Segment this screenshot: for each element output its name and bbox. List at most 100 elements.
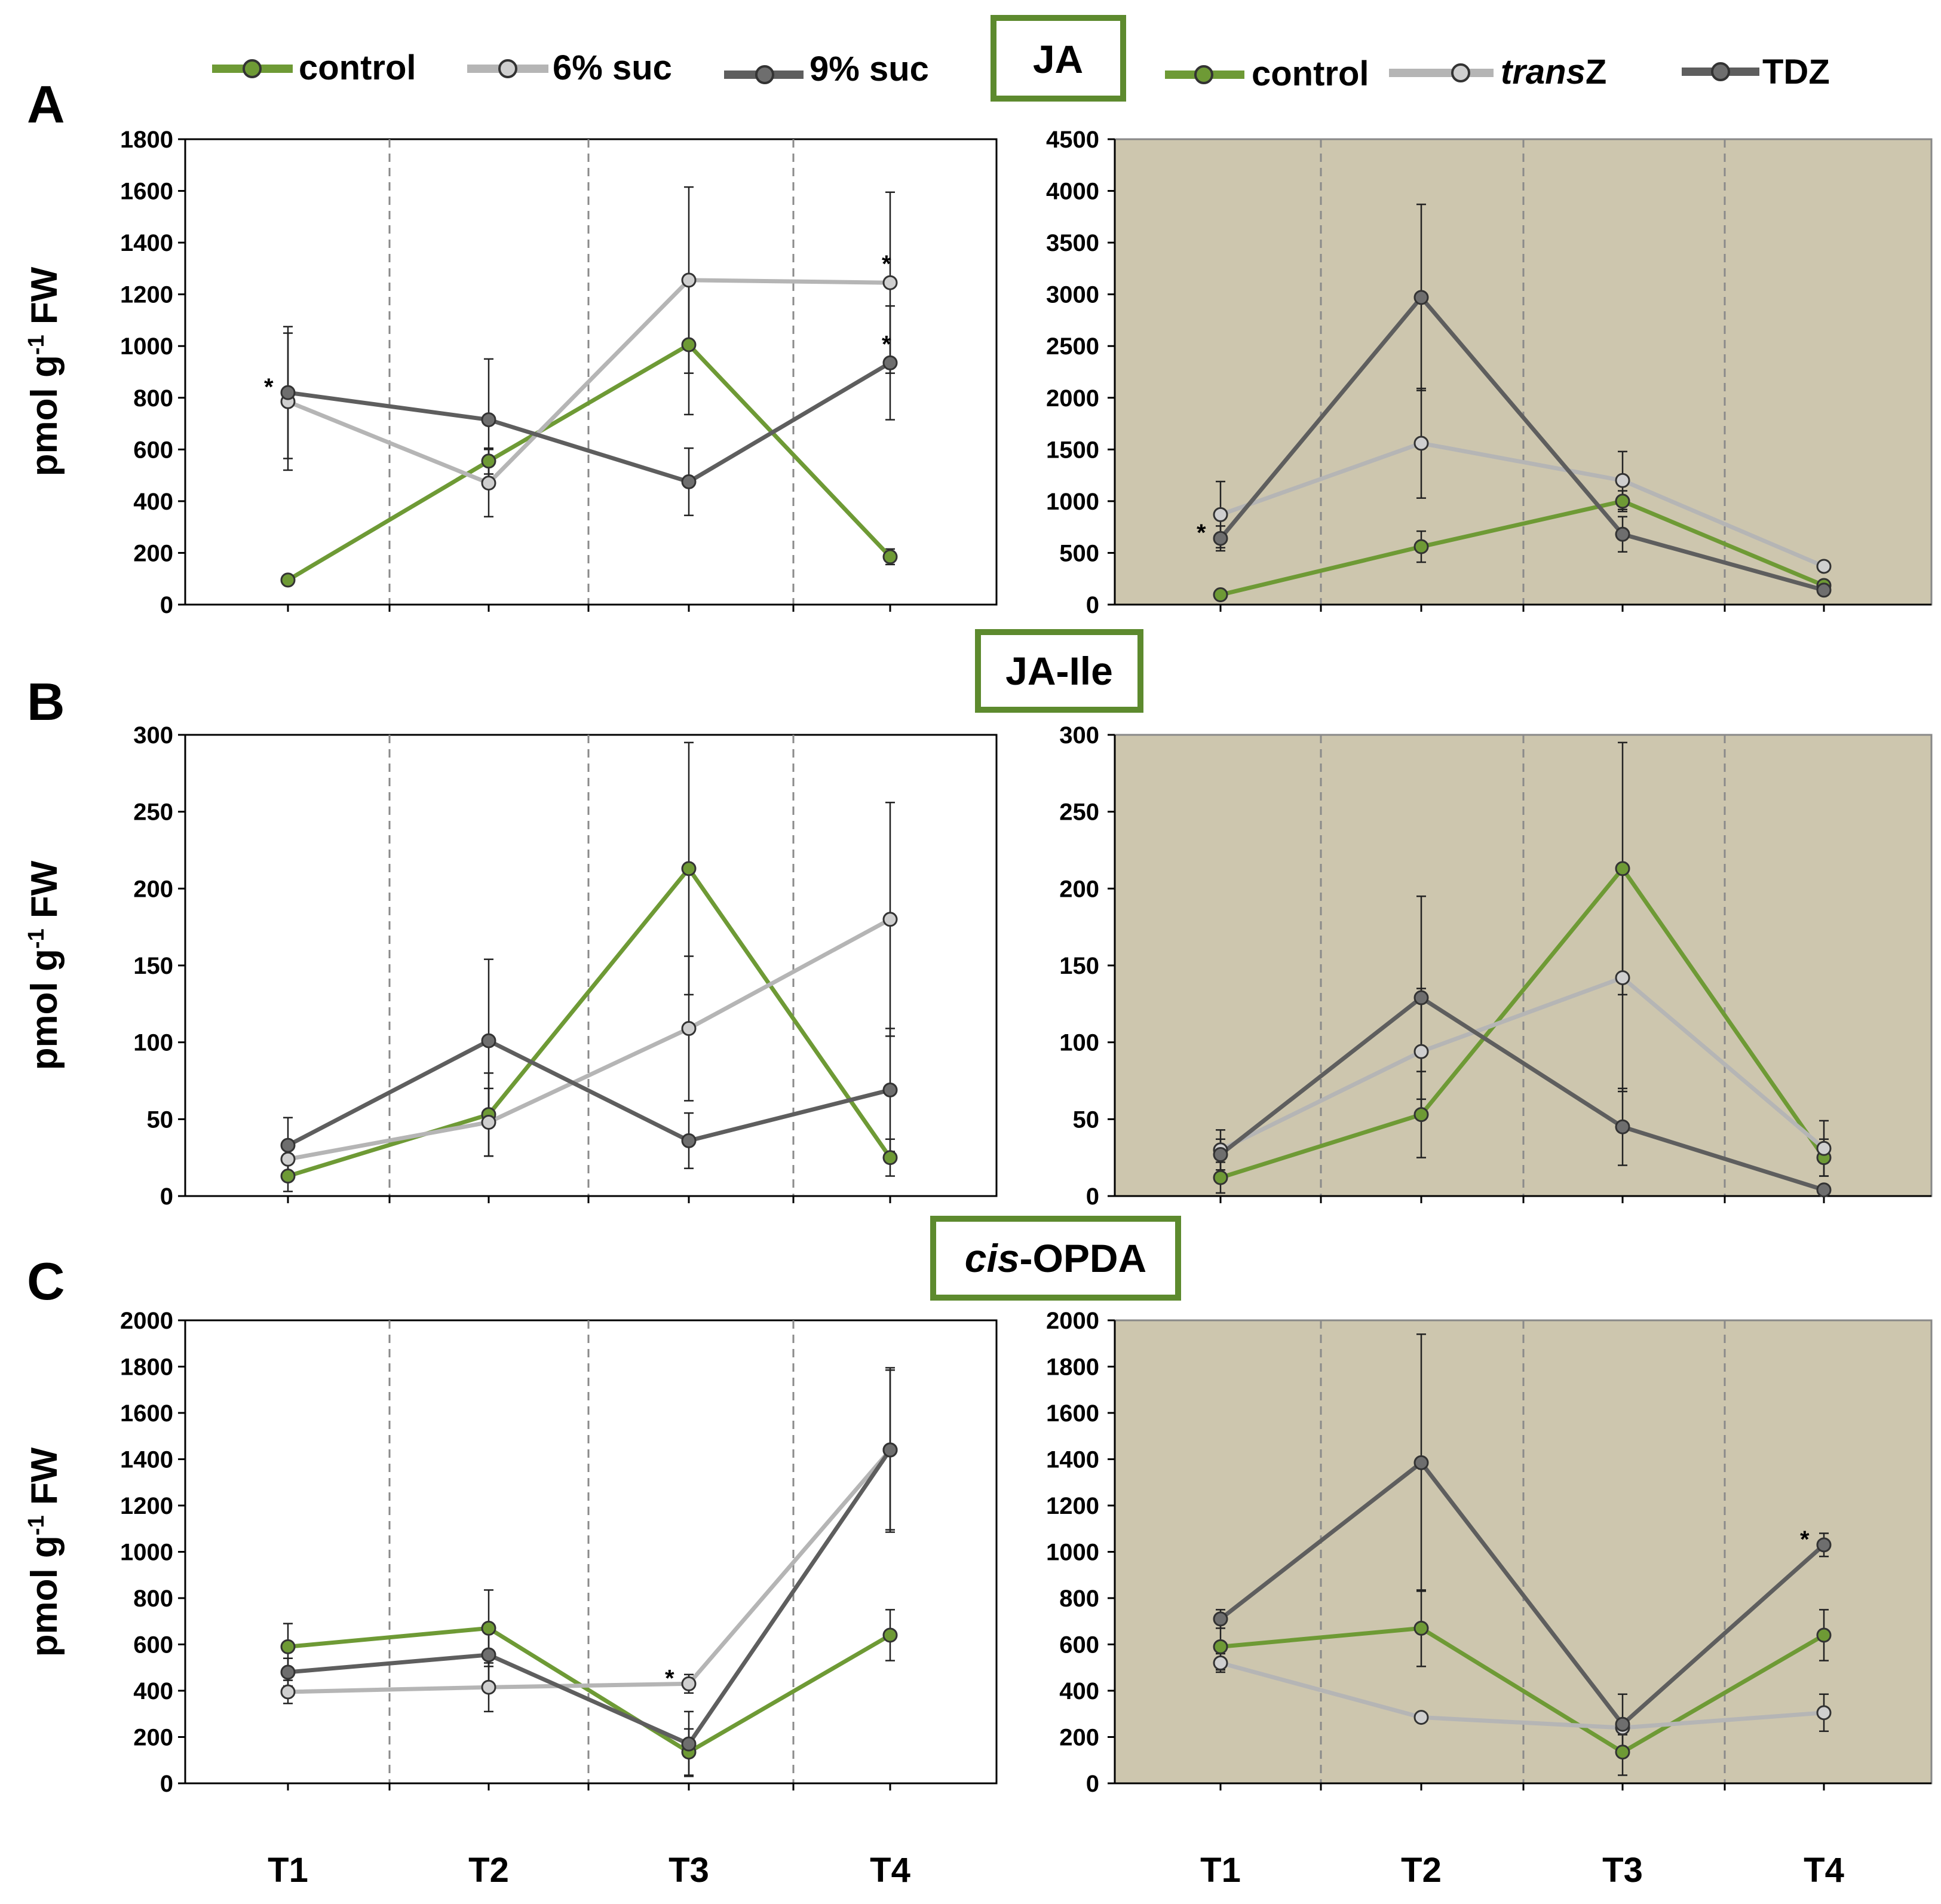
legend-right-transZ: transZ [1389,53,1606,91]
data-point-control-t2 [1413,539,1429,554]
data-point-tdz-t1 [1213,531,1228,546]
data-point-6-suc-t2 [481,1679,496,1695]
legend-right-transZ-italic: trans [1501,53,1586,91]
data-point-tdz-t3 [1615,526,1630,542]
data-point-control-t1 [280,1639,296,1654]
y-axis-label-main: pmol g [24,355,65,476]
y-tick-label: 200 [1059,1725,1099,1751]
y-tick-label: 1000 [120,1540,173,1566]
y-tick-label: 1800 [120,127,173,153]
y-tick-label: 3500 [1046,230,1099,256]
category-label-left-t3: T3 [669,1851,709,1890]
data-point-9-suc-t1 [280,1664,296,1680]
data-point-control-t3 [1615,861,1630,876]
data-point-control-t1 [1213,1170,1228,1185]
plot-area [184,734,998,1197]
legend-right-transZ-label: transZ [1501,53,1606,91]
data-point-9-suc-t2 [481,1647,496,1663]
header-cis-opda-rest: -OPDA [1020,1236,1147,1280]
legend-left-control: control [212,48,416,87]
significance-star: * [882,331,891,357]
y-tick-label: 1800 [120,1354,173,1381]
legend-right-transZ-marker [1451,63,1470,82]
data-point-control-t4 [882,1150,898,1166]
legend-left-suc9-label: 9% suc [809,50,929,88]
data-point-6-suc-t1 [280,1684,296,1700]
data-point-9-suc-t3 [681,1736,697,1752]
series-line-tdz [1219,295,1825,593]
y-tick-label: 400 [133,489,173,515]
data-point-6-suc-t3 [681,1676,697,1691]
header-ja-box [991,15,1126,102]
panel-letter-c: C [27,1252,65,1311]
y-axis-label-main: pmol g [24,1535,65,1657]
data-point-6-suc-t1 [280,1151,296,1167]
y-tick-label: 1200 [1046,1493,1099,1519]
series-line-transz [1219,976,1826,1152]
y-axis-label-tail: FW [24,860,65,928]
plot-area [184,1319,998,1785]
data-point-tdz-t1 [1213,1147,1228,1163]
y-tick-label: 250 [133,799,173,826]
data-point-control-t2 [1413,1620,1429,1636]
bottom-category-labels: T1 T2 T3 T4 T1 T2 T3 T4 [268,1851,1844,1890]
y-tick-label: 1600 [120,179,173,205]
data-point-transz-t2 [1413,436,1429,451]
data-point-tdz-t2 [1413,990,1429,1005]
y-tick-label: 4000 [1046,179,1099,205]
data-point-tdz-t3 [1615,1119,1630,1135]
legend-left: control 6% suc 9% suc [212,48,929,88]
y-tick-label: 250 [1059,799,1099,826]
y-tick-label: 1500 [1046,437,1099,463]
legend-right-transZ-rest: Z [1586,53,1606,91]
data-point-transz-t3 [1615,473,1630,488]
legend-right-TDZ-label: TDZ [1762,53,1830,91]
legend-left-control-marker [243,59,262,78]
y-tick-label: 400 [1059,1678,1099,1704]
legend-right-control: control [1165,54,1369,93]
data-point-transz-t1 [1213,1655,1228,1670]
significance-star: * [1800,1526,1810,1553]
y-tick-label: 1600 [1046,1400,1099,1427]
data-point-control-t4 [882,549,898,565]
y-tick-label: 200 [133,540,173,566]
series-line-transz [1219,441,1825,569]
significance-star: * [882,251,891,277]
y-tick-label: 1400 [120,1447,173,1473]
series-line-control [1219,866,1826,1180]
header-ja: JA [991,15,1126,102]
legend-right-TDZ-marker [1711,62,1730,81]
series-line-6-suc [287,1448,892,1694]
data-point-tdz-t3 [1615,1716,1630,1732]
data-point-control-t2 [481,453,496,469]
data-point-control-t4 [1816,1627,1832,1643]
y-tick-label: 100 [133,1030,173,1056]
y-tick-label: 300 [133,722,173,749]
legend-right-TDZ: TDZ [1682,53,1830,91]
data-point-transz-t3 [1615,970,1630,986]
header-cis-opda-box [930,1216,1181,1301]
series-line-tdz [1219,1460,1826,1727]
panel-letter-b: B [27,672,65,731]
y-tick-label: 0 [160,1771,173,1797]
legend-left-suc9-marker [755,65,774,84]
y-tick-label: 0 [160,1184,173,1210]
y-tick-label: 200 [1059,876,1099,902]
significance-star: * [264,374,274,400]
y-tick-label: 1000 [1046,1540,1099,1566]
legend-left-suc6: 6% suc [467,48,672,87]
chart-ja-ile-left: 0 50 100 150 200 250 300 [133,722,998,1210]
data-point-transz-t2 [1413,1710,1429,1725]
y-tick-label: 2000 [1046,1308,1099,1334]
y-tick-label: 1800 [1046,1354,1099,1381]
series-line-9-suc [287,1038,891,1148]
data-point-control-t3 [681,861,697,876]
y-tick-label: 1400 [1046,1447,1099,1473]
data-point-control-t3 [1615,1744,1630,1760]
data-point-transz-t4 [1816,1705,1832,1721]
data-point-tdz-t2 [1413,290,1429,305]
chart-ja-left: 0 200 400 600 800 1000 1200 1400 1600 1800 * * * [120,127,998,618]
series-line-9-suc [287,1449,892,1746]
data-point-6-suc-t2 [481,1114,496,1130]
legend-right: control transZ TDZ [1165,53,1830,93]
